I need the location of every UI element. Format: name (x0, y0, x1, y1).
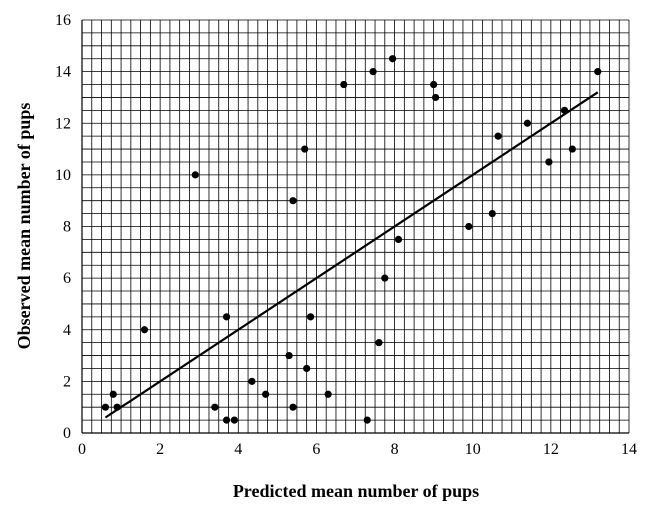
data-point (289, 403, 297, 411)
data-point (324, 390, 332, 398)
y-tick-labels: 0 2 4 6 8 10 12 14 16 (55, 12, 71, 442)
axes (81, 20, 629, 434)
y-tick-label: 6 (63, 270, 71, 287)
data-point (306, 313, 315, 321)
data-point (230, 416, 238, 424)
y-tick-label: 10 (55, 167, 71, 184)
grid (81, 19, 630, 434)
data-point (363, 416, 371, 424)
y-tick-label: 14 (55, 64, 71, 81)
x-tick-label: 14 (621, 441, 637, 458)
x-axis-label: Predicted mean number of pups (233, 481, 479, 501)
data-point (381, 274, 389, 282)
data-point (430, 80, 438, 89)
x-tick-label: 12 (543, 441, 559, 458)
y-tick-label: 8 (63, 219, 71, 236)
x-tick-label: 4 (234, 441, 242, 458)
data-point (211, 403, 219, 411)
x-tick-label: 8 (391, 441, 399, 458)
data-point (545, 158, 553, 166)
y-tick-label: 0 (63, 425, 71, 442)
data-point (594, 68, 602, 76)
data-point (285, 351, 293, 360)
x-tick-labels: 0 2 4 6 8 10 12 14 (78, 441, 637, 458)
data-point (465, 222, 473, 231)
data-point (262, 390, 270, 398)
data-point (248, 377, 256, 385)
trendline-layer (104, 91, 599, 419)
data-point (222, 416, 231, 424)
data-point (369, 68, 377, 76)
data-point (523, 119, 532, 127)
x-tick-label: 10 (465, 441, 481, 458)
data-point (389, 55, 397, 63)
y-tick-label: 12 (55, 115, 71, 132)
data-point (113, 403, 121, 411)
trendline (104, 91, 599, 419)
data-point (109, 390, 117, 398)
data-point (568, 145, 576, 153)
data-point (340, 80, 348, 89)
data-point (140, 326, 149, 334)
y-tick-label: 16 (55, 12, 71, 29)
data-point (101, 403, 110, 411)
data-points (101, 55, 602, 424)
data-point (222, 313, 231, 321)
x-tick-label: 6 (312, 441, 320, 458)
data-point (301, 145, 309, 153)
x-tick-label: 0 (78, 441, 86, 458)
data-point (560, 106, 569, 114)
data-point (375, 339, 383, 347)
data-point (289, 197, 297, 205)
y-tick-label: 4 (63, 322, 71, 339)
x-tick-label: 2 (156, 441, 164, 458)
data-point (494, 132, 502, 140)
data-point (394, 235, 403, 244)
data-point (488, 209, 496, 218)
data-point (431, 93, 440, 102)
y-axis-label: Observed mean number of pups (14, 103, 34, 350)
data-point (191, 171, 199, 179)
y-tick-label: 2 (63, 373, 71, 390)
data-point (303, 364, 311, 373)
